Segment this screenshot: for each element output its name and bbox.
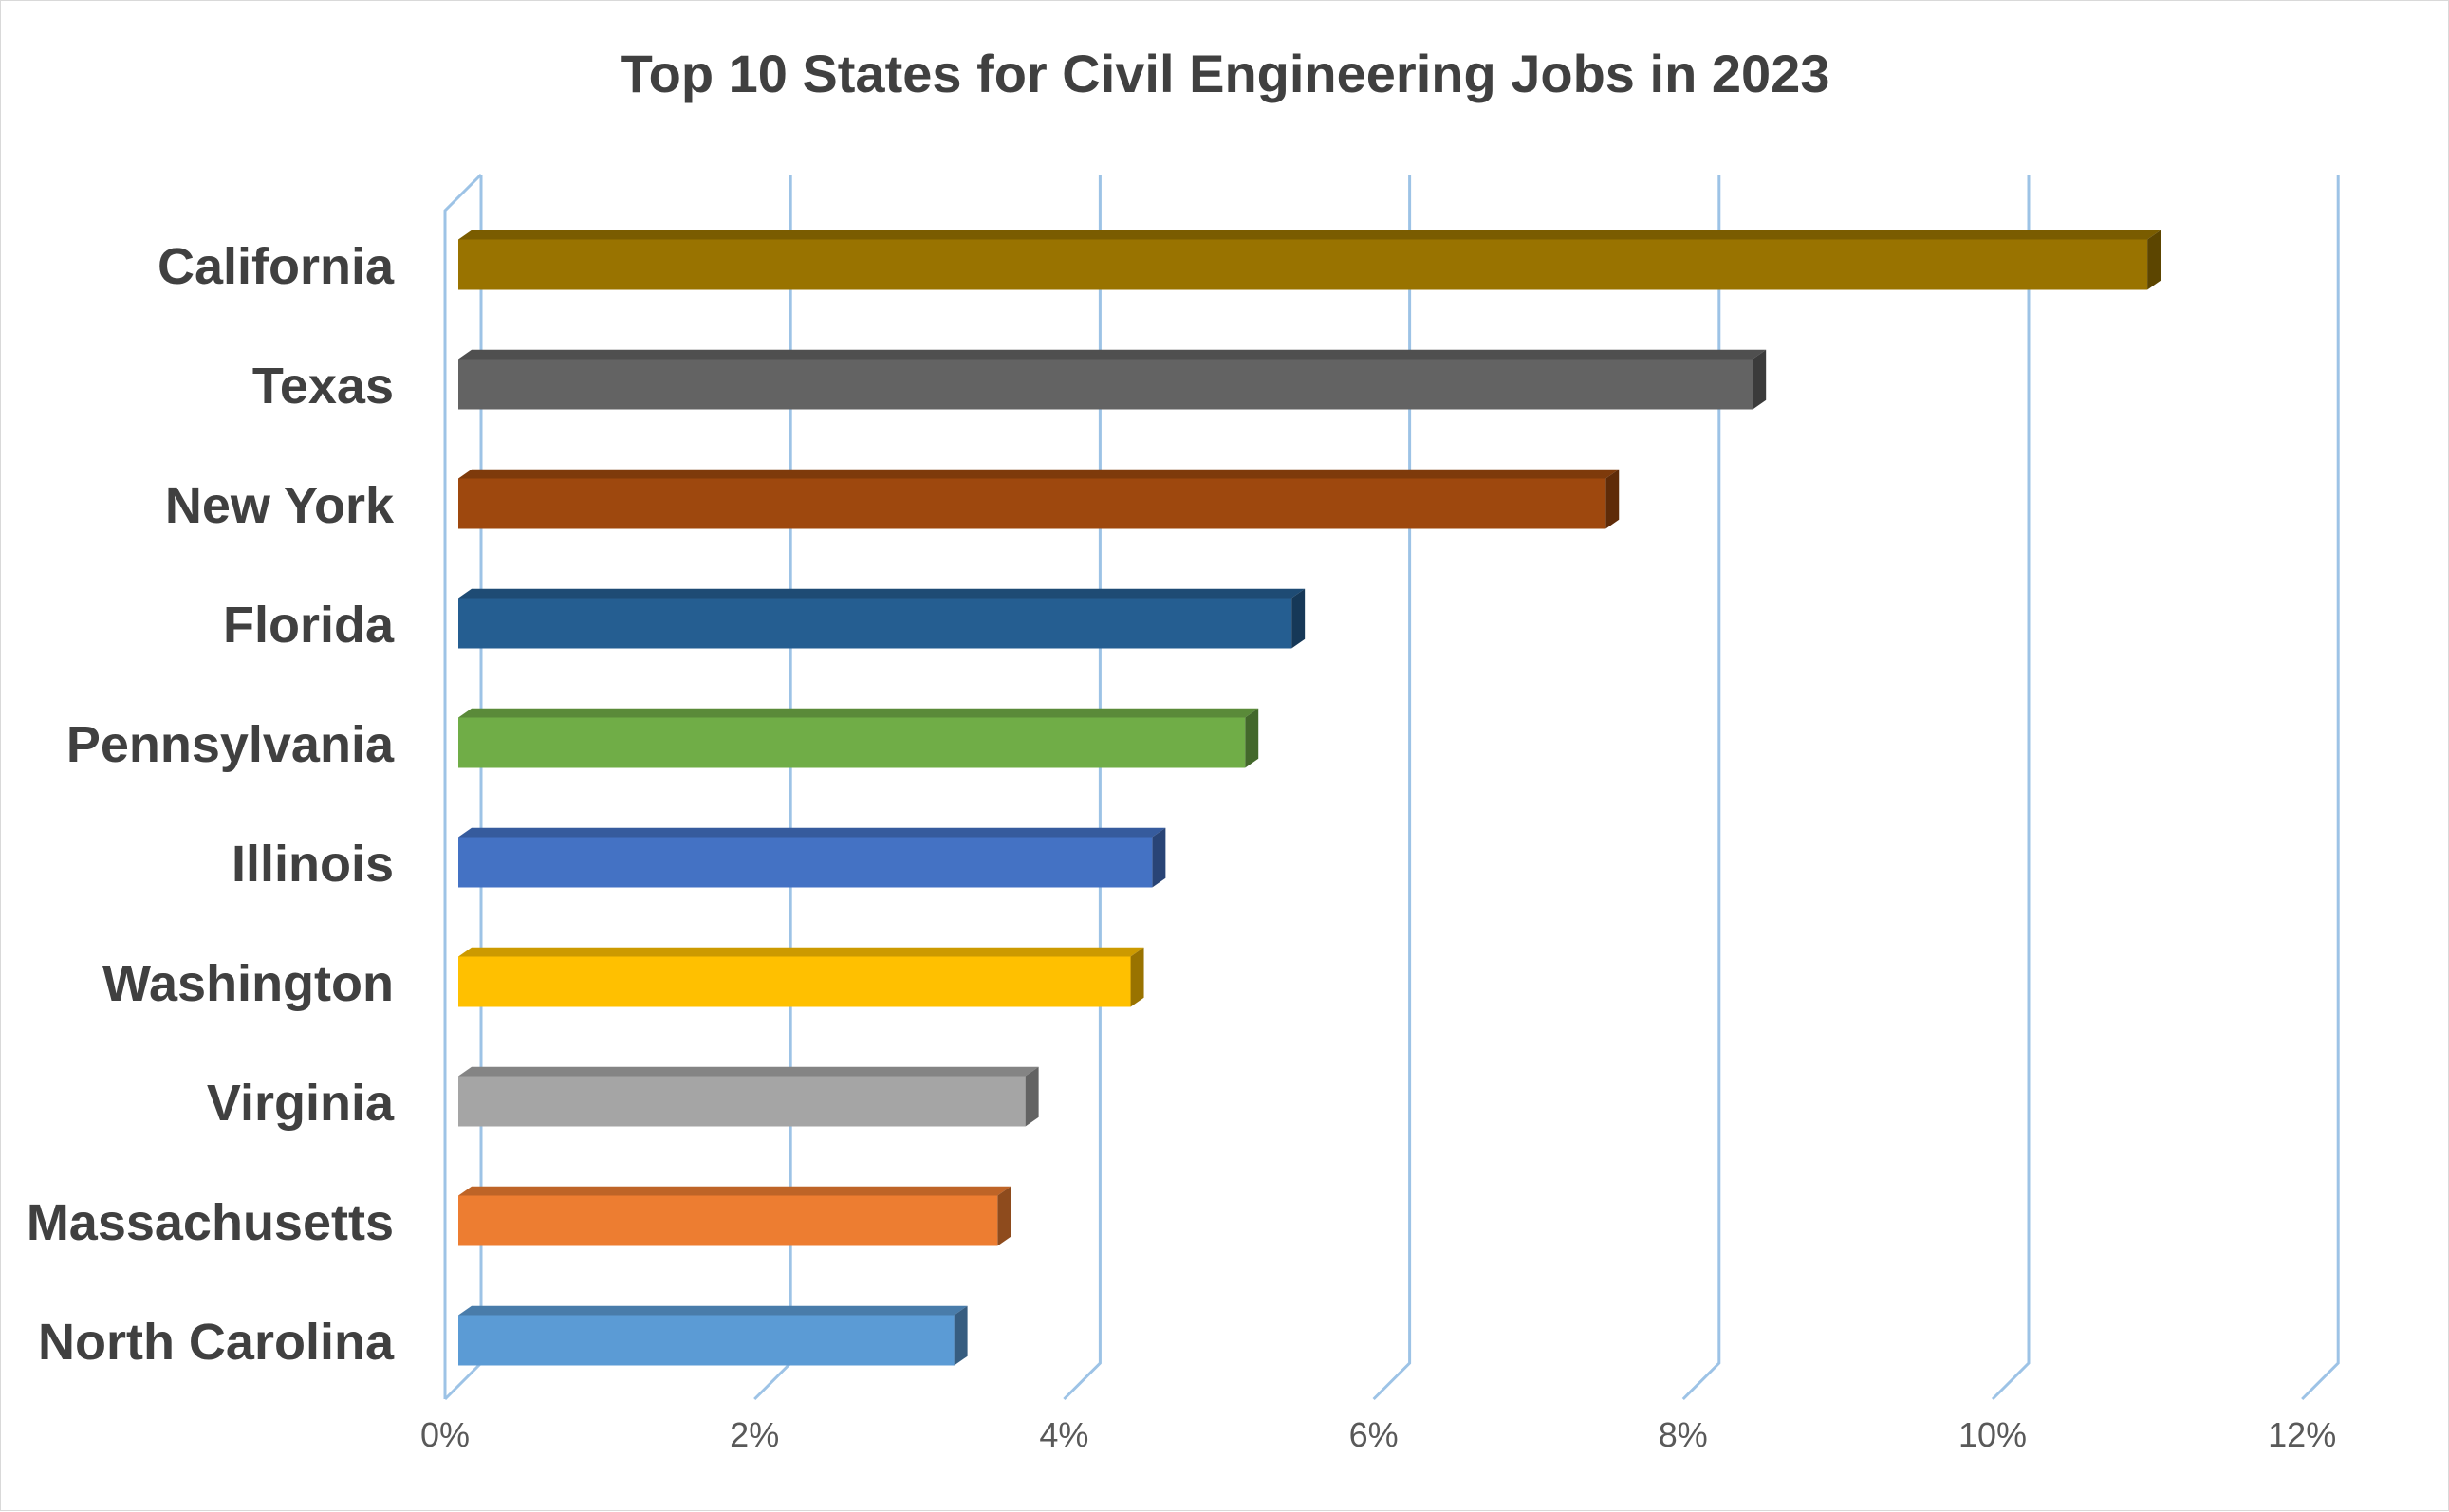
bar-side-face xyxy=(2147,230,2161,290)
bar-top-face xyxy=(458,947,1144,957)
category-label: California xyxy=(158,238,395,295)
x-tick-label: 8% xyxy=(1659,1415,1708,1454)
bar-texas xyxy=(458,349,1767,410)
bar-side-face xyxy=(997,1186,1011,1246)
bar-front-face xyxy=(458,837,1153,888)
bar-massachusetts xyxy=(458,1186,1011,1246)
x-tick-label: 4% xyxy=(1039,1415,1088,1454)
bar-side-face xyxy=(1291,588,1306,649)
x-tick-label: 12% xyxy=(2268,1415,2336,1454)
bar-washington xyxy=(458,947,1144,1007)
bar-pennsylvania xyxy=(458,708,1259,768)
bar-illinois xyxy=(458,827,1166,888)
bar-top-face xyxy=(458,1186,1011,1196)
x-tick-label: 2% xyxy=(730,1415,779,1454)
gridline xyxy=(1063,175,1102,1401)
category-label: Texas xyxy=(252,358,394,415)
gridline xyxy=(1681,175,1721,1401)
bar-top-face xyxy=(458,588,1306,599)
bar-top-face xyxy=(458,827,1166,838)
gridlines xyxy=(443,173,2340,1401)
category-label: Pennsylvania xyxy=(66,716,395,773)
bar-new-york xyxy=(458,469,1620,529)
x-tick-label: 6% xyxy=(1349,1415,1399,1454)
bar-top-face xyxy=(458,1066,1039,1077)
category-label: North Carolina xyxy=(38,1314,395,1371)
x-tick-label: 10% xyxy=(1958,1415,2027,1454)
bar-front-face xyxy=(458,1076,1026,1127)
gridline xyxy=(1372,175,1412,1401)
bar-front-face xyxy=(458,956,1131,1007)
bar-side-face xyxy=(1152,827,1166,888)
bar-top-face xyxy=(458,469,1620,479)
axis-wall xyxy=(443,173,483,1399)
bar-north-carolina xyxy=(458,1305,968,1366)
gridline xyxy=(2301,175,2340,1401)
bar-side-face xyxy=(1753,349,1767,410)
bar-front-face xyxy=(458,1195,998,1246)
category-label: Washington xyxy=(102,955,394,1012)
bar-florida xyxy=(458,588,1306,649)
bars xyxy=(458,230,2161,1366)
chart-title: Top 10 States for Civil Engineering Jobs… xyxy=(621,44,1830,103)
category-label: Illinois xyxy=(232,836,394,893)
category-label: Virginia xyxy=(207,1075,395,1132)
bar-front-face xyxy=(458,598,1292,649)
category-label: Massachusetts xyxy=(27,1194,394,1251)
category-label: New York xyxy=(165,477,395,534)
bar-top-face xyxy=(458,349,1767,360)
bar-top-face xyxy=(458,1305,968,1316)
bar-front-face xyxy=(458,239,2148,290)
bar-top-face xyxy=(458,708,1259,718)
bar-front-face xyxy=(458,359,1753,410)
bar-side-face xyxy=(1130,947,1144,1007)
category-label: Florida xyxy=(223,597,395,654)
gridline xyxy=(1991,175,2031,1401)
x-axis-ticks: 0% 2% 4% 6% 8% 10% 12% xyxy=(420,1415,2336,1454)
category-labels: California Texas New York Florida Pennsylvan… xyxy=(27,238,395,1371)
bar-front-face xyxy=(458,1315,955,1366)
bar-top-face xyxy=(458,230,2161,240)
bar-california xyxy=(458,230,2161,290)
x-tick-label: 0% xyxy=(420,1415,470,1454)
bar-side-face xyxy=(1605,469,1620,529)
bar-front-face xyxy=(458,717,1246,768)
bar-side-face xyxy=(1245,708,1259,768)
bar-virginia xyxy=(458,1066,1039,1127)
bar-side-face xyxy=(1025,1066,1039,1127)
bar-side-face xyxy=(954,1305,968,1366)
bar-front-face xyxy=(458,478,1606,529)
